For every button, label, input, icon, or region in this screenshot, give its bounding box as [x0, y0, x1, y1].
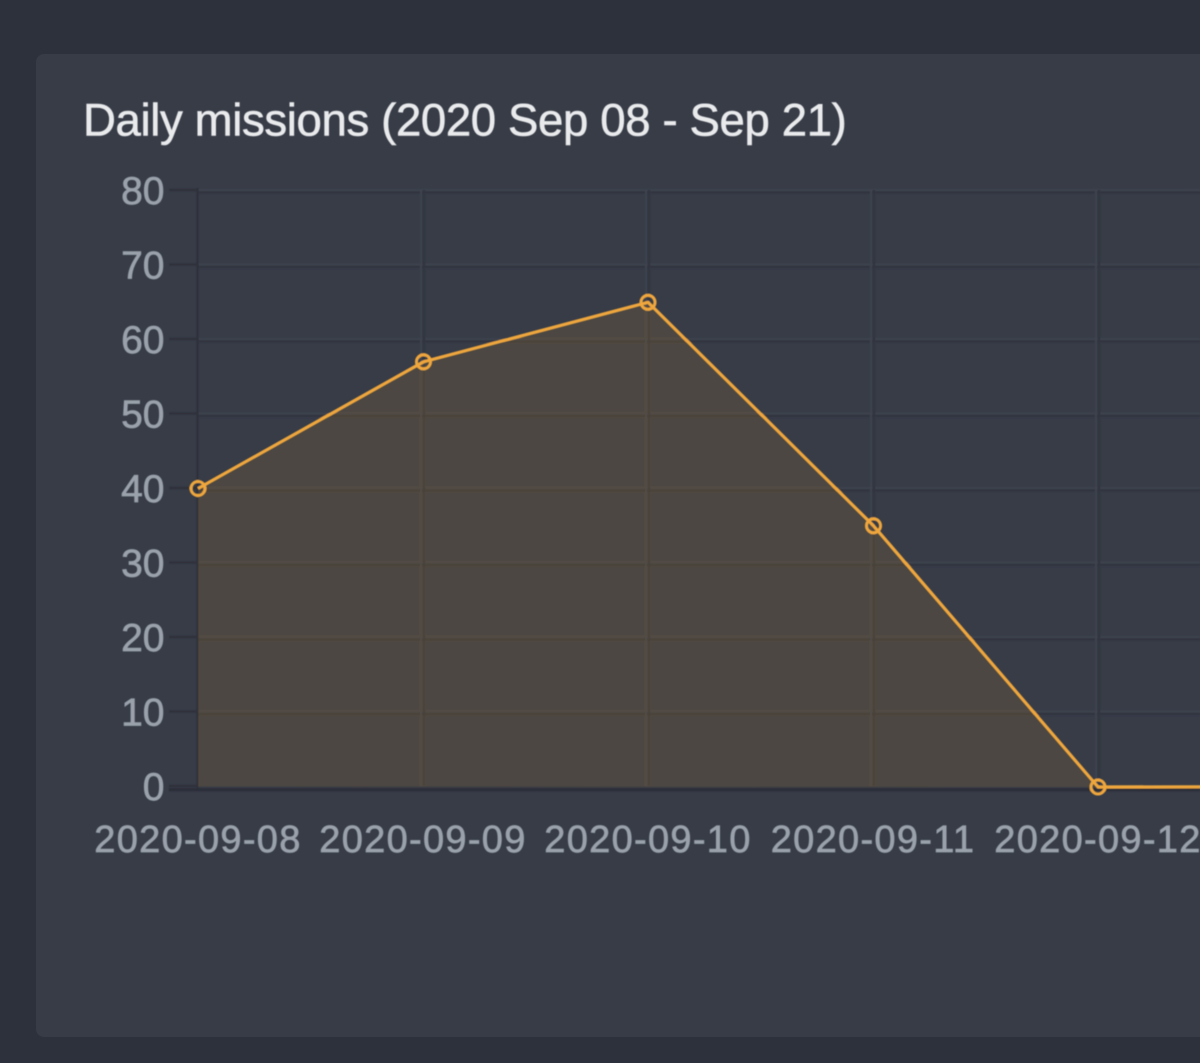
svg-text:Daily missions (2020 Sep 08 -: Daily missions (2020 Sep 08 - Sep 21)	[83, 95, 846, 146]
svg-text:2020-09-09: 2020-09-09	[319, 819, 526, 861]
svg-text:2020-09-11: 2020-09-11	[771, 819, 976, 861]
svg-text:60: 60	[121, 319, 164, 362]
svg-text:2020-09-10: 2020-09-10	[544, 819, 751, 861]
svg-text:0: 0	[143, 766, 165, 809]
svg-text:30: 30	[121, 543, 164, 586]
svg-text:50: 50	[121, 394, 164, 437]
svg-text:10: 10	[121, 692, 164, 735]
svg-text:2020-09-12: 2020-09-12	[994, 819, 1200, 861]
svg-text:80: 80	[121, 170, 164, 213]
svg-text:70: 70	[121, 245, 164, 288]
svg-text:20: 20	[121, 617, 164, 660]
svg-text:40: 40	[121, 468, 164, 511]
svg-text:2020-09-08: 2020-09-08	[94, 819, 301, 861]
